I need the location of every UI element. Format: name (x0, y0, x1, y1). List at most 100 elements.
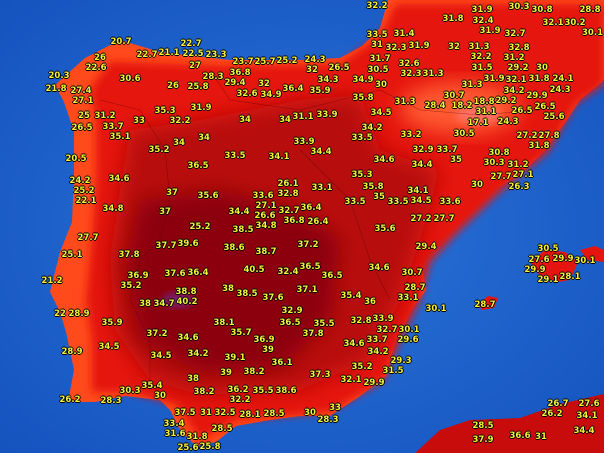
temperature-label: 18.2 (451, 100, 473, 111)
temperature-label: 25.1 (61, 249, 83, 260)
temperature-label: 37.3 (309, 369, 331, 380)
temperature-label: 31.2 (503, 52, 525, 63)
temperature-label: 30.5 (537, 243, 559, 254)
temperature-label: 30.2 (564, 17, 586, 28)
temperature-label: 34.6 (368, 262, 390, 273)
temperature-label: 28.5 (211, 423, 233, 434)
temperature-label: 30.6 (119, 73, 141, 84)
temperature-label: 29.9 (363, 377, 385, 388)
temperature-label: 30.7 (401, 267, 423, 278)
temperature-label: 31.2 (94, 110, 116, 121)
temperature-label: 31.9 (483, 73, 505, 84)
temperature-label: 27.2 (410, 213, 432, 224)
temperature-label: 36.4 (300, 202, 322, 213)
temperature-label: 35.2 (120, 280, 142, 291)
temperature-label: 29.6 (397, 334, 419, 345)
temperature-label: 37.8 (118, 249, 140, 260)
temperature-label: 24.3 (549, 84, 571, 95)
temperature-label: 34.3 (317, 74, 339, 85)
temperature-label: 34.4 (310, 146, 332, 157)
temperature-label: 31.2 (507, 159, 529, 170)
temperature-label: 27.1 (72, 95, 94, 106)
temperature-label: 34.5 (98, 341, 120, 352)
temperature-label: 38.5 (232, 224, 254, 235)
temperature-label: 34.4 (411, 159, 433, 170)
temperature-label: 34.6 (177, 332, 199, 343)
temperature-label: 40.5 (243, 264, 265, 275)
temperature-label: 30.1 (425, 303, 447, 314)
temperature-label: 32.3 (385, 42, 407, 53)
temperature-label: 25.2 (189, 221, 211, 232)
temperature-label: 31.8 (528, 73, 550, 84)
temperature-label: 34.1 (268, 151, 290, 162)
temperature-label: 39 (220, 367, 232, 378)
temperature-label: 32.8 (350, 315, 372, 326)
temperature-label: 24.3 (304, 54, 326, 65)
temperature-label: 34.9 (260, 89, 282, 100)
temperature-label: 27.6 (528, 254, 550, 265)
temperature-label: 31 (200, 407, 212, 418)
temperature-label: 31.9 (479, 25, 501, 36)
temperature-label: 34.5 (410, 195, 432, 206)
temperature-label: 36.2 (227, 384, 249, 395)
temperature-label: 28.4 (424, 100, 446, 111)
temperature-label: 20.7 (110, 36, 132, 47)
temperature-label: 27.2 (516, 130, 538, 141)
temperature-label: 35.6 (374, 223, 396, 234)
temperature-label: 36.8 (229, 67, 251, 78)
temperature-label: 35 (450, 154, 462, 165)
temperature-label: 24.3 (497, 116, 519, 127)
temperature-label: 33.4 (163, 418, 185, 429)
temperature-label: 33.1 (311, 182, 333, 193)
temperature-label: 21.8 (45, 83, 67, 94)
temperature-label: 22.5 (182, 48, 204, 59)
temperature-label: 28.9 (68, 308, 90, 319)
temperature-label: 22.6 (85, 62, 107, 73)
temperature-label: 29.9 (552, 253, 574, 264)
temperature-label: 25.2 (276, 55, 298, 66)
temperature-label: 24.1 (552, 73, 574, 84)
temperature-label: 35.3 (154, 105, 176, 116)
temperature-label: 37.2 (146, 328, 168, 339)
temperature-label: 18.8 (473, 96, 495, 107)
temperature-label: 38.2 (243, 366, 265, 377)
ibiza (478, 296, 498, 310)
temperature-label: 36.9 (253, 334, 275, 345)
temperature-label: 32.1 (340, 374, 362, 385)
temperature-label: 36.1 (271, 357, 293, 368)
temperature-label: 30 (471, 179, 483, 190)
temperature-label: 35.9 (309, 85, 331, 96)
temperature-label: 36.6 (509, 430, 531, 441)
temperature-label: 33.5 (366, 29, 388, 40)
temperature-label: 34.6 (343, 338, 365, 349)
temperature-label: 31.3 (461, 79, 483, 90)
temperature-label: 29.2 (495, 95, 517, 106)
temperature-label: 33 (133, 115, 145, 126)
temperature-label: 33.9 (372, 313, 394, 324)
temperature-label: 30.1 (398, 324, 420, 335)
temperature-label: 36.9 (127, 270, 149, 281)
temperature-label: 20.3 (48, 70, 70, 81)
temperature-label: 29.9 (526, 90, 548, 101)
temperature-label: 36 (364, 296, 376, 307)
borders (99, 69, 541, 380)
temperature-label: 30.5 (453, 128, 475, 139)
temperature-label: 33.7 (366, 334, 388, 345)
temperature-label: 30.5 (367, 64, 389, 75)
temperature-label: 40.2 (176, 296, 198, 307)
temperature-label: 28.1 (559, 271, 581, 282)
temperature-label: 26.4 (307, 216, 329, 227)
temperature-label: 26 (94, 52, 106, 63)
temperature-label: 29.1 (537, 274, 559, 285)
temperature-label: 31.3 (468, 41, 490, 52)
temperature-label: 29.4 (415, 241, 437, 252)
temperature-label: 38 (139, 298, 151, 309)
temperature-label: 25.2 (73, 185, 95, 196)
temperature-label: 25 (78, 110, 90, 121)
temperature-label: 34.2 (187, 348, 209, 359)
temperature-label: 33 (329, 402, 341, 413)
temperature-label: 31.4 (393, 28, 415, 39)
temperature-label: 32.7 (504, 28, 526, 39)
